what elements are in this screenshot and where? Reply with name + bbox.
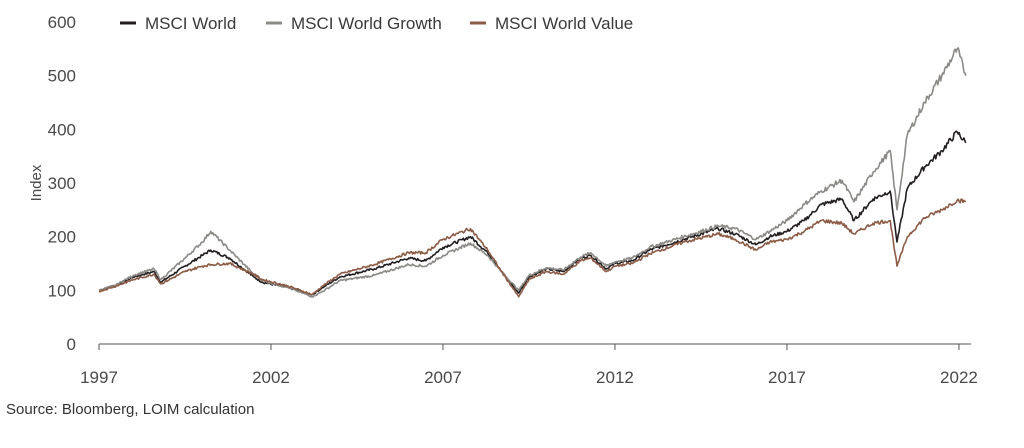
y-tick-label: 100 (48, 281, 76, 300)
y-tick-label: 300 (48, 174, 76, 193)
x-tick-label: 2017 (768, 368, 806, 387)
legend-label: MSCI World Growth (291, 14, 442, 33)
y-tick-label: 500 (48, 67, 76, 86)
legend: MSCI World MSCI World Growth MSCI World Va… (120, 14, 633, 33)
y-axis-title: Index (28, 164, 45, 201)
x-tick-label: 2007 (424, 368, 462, 387)
x-axis: 1997 2002 2007 2012 2017 2022 (80, 343, 978, 387)
y-tick-label: 0 (67, 335, 76, 354)
legend-label: MSCI World (145, 14, 236, 33)
source-note: Source: Bloomberg, LOIM calculation (6, 401, 255, 418)
series-line-1 (98, 47, 967, 298)
x-tick-label: 2002 (252, 368, 290, 387)
x-tick-label: 1997 (80, 368, 118, 387)
y-axis-ticks: 0 100 200 300 400 500 600 (48, 13, 76, 354)
legend-label: MSCI World Value (495, 14, 633, 33)
series-line-0 (98, 130, 967, 296)
series-line-2 (98, 198, 967, 298)
y-tick-label: 600 (48, 13, 76, 32)
y-tick-label: 400 (48, 120, 76, 139)
plot-lines (98, 47, 967, 298)
y-tick-label: 200 (48, 228, 76, 247)
x-tick-label: 2022 (940, 368, 978, 387)
y-axis-title-group: Index (28, 164, 45, 201)
x-tick-label: 2012 (596, 368, 634, 387)
